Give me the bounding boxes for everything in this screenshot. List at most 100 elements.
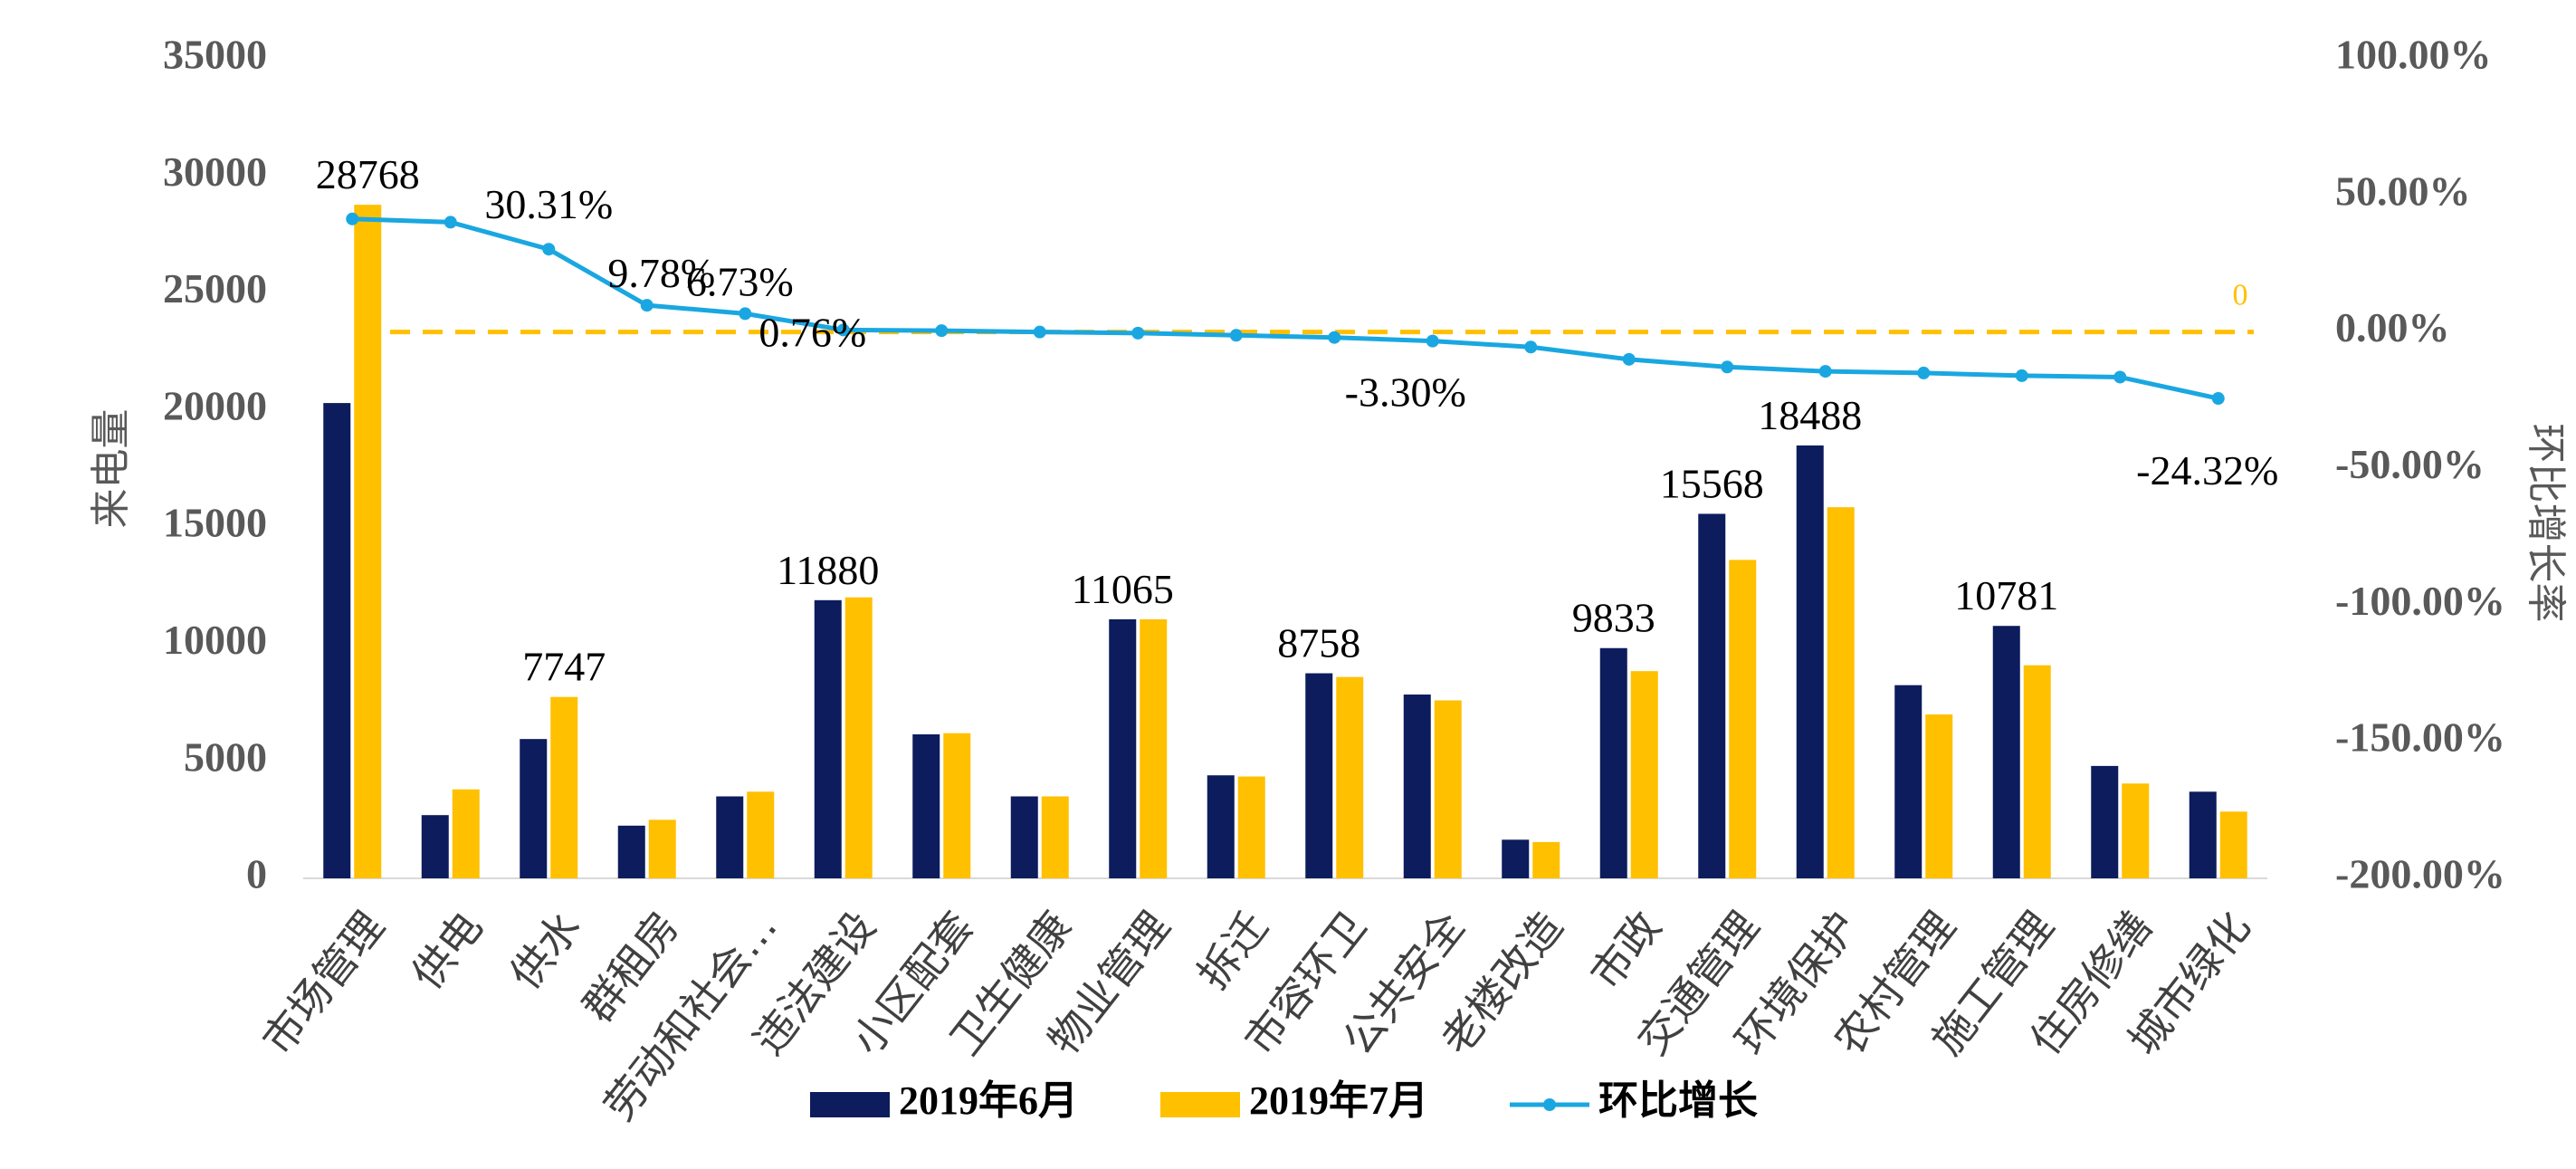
bar xyxy=(814,599,842,878)
category-label: 供水 xyxy=(501,903,590,999)
bar xyxy=(550,696,578,878)
bar xyxy=(1305,673,1333,878)
bar-value-label: 7747 xyxy=(522,644,606,690)
bar xyxy=(421,815,449,878)
bar xyxy=(844,597,873,878)
growth-point xyxy=(1131,326,1145,340)
bar-value-label: 10781 xyxy=(1954,572,2058,618)
legend-swatch xyxy=(1160,1092,1240,1117)
y-axis-title: 来电量 xyxy=(88,409,134,529)
category-label: 市场管理 xyxy=(253,903,394,1064)
bar xyxy=(1630,671,1658,878)
growth-point xyxy=(2113,370,2127,384)
bar xyxy=(617,825,645,878)
growth-point xyxy=(1917,366,1931,379)
y2-tick-label: 100.00% xyxy=(2335,32,2492,78)
reference-line: 0 xyxy=(358,279,2254,335)
y-tick-label: 0 xyxy=(246,851,267,897)
bar xyxy=(2023,665,2051,878)
bar xyxy=(354,205,382,878)
bar xyxy=(1502,839,1530,878)
bar xyxy=(2091,765,2119,878)
legend-label: 2019年6月 xyxy=(899,1078,1078,1123)
growth-point xyxy=(444,216,457,229)
bar xyxy=(1434,700,1462,878)
legend-swatch xyxy=(810,1092,890,1117)
bar xyxy=(2219,811,2247,878)
bar xyxy=(1207,775,1235,878)
bar xyxy=(452,789,480,878)
bar xyxy=(912,733,940,878)
y-tick-label: 25000 xyxy=(163,265,267,311)
y2-tick-label: 0.00% xyxy=(2335,304,2450,350)
bar-value-label: 9833 xyxy=(1572,595,1655,641)
bar-value-label: 11880 xyxy=(777,547,879,593)
y-tick-label: 30000 xyxy=(163,149,267,195)
y-tick-label: 10000 xyxy=(163,617,267,663)
growth-point xyxy=(1524,340,1538,354)
bar xyxy=(716,796,744,878)
growth-value-label: 30.31% xyxy=(484,181,613,227)
bar xyxy=(1041,796,1069,878)
bar xyxy=(1140,618,1168,878)
growth-point xyxy=(2015,369,2028,382)
legend-item: 环比增长 xyxy=(1510,1078,1758,1123)
bar xyxy=(1532,841,1560,878)
bar-value-label: 28768 xyxy=(316,151,420,197)
y-tick-label: 35000 xyxy=(163,32,267,78)
growth-line-path xyxy=(352,216,2219,401)
y2-axis-title: 环比增长率 xyxy=(2523,424,2569,623)
y-tick-label: 20000 xyxy=(163,382,267,428)
bars xyxy=(323,205,2247,879)
category-label: 拆迁 xyxy=(1188,903,1277,999)
growth-value-label: 9.78% xyxy=(607,250,715,296)
y2-tick-label: 50.00% xyxy=(2335,168,2471,214)
growth-point xyxy=(640,299,654,312)
growth-point xyxy=(1721,360,1734,374)
bar xyxy=(1599,647,1627,878)
y2-tick-label: -50.00% xyxy=(2335,441,2485,487)
legend-item: 2019年6月 xyxy=(810,1078,1078,1123)
bar xyxy=(1729,560,1757,878)
bar xyxy=(943,733,971,878)
bar-value-label: 11065 xyxy=(1072,566,1174,612)
growth-value-label: 0.76% xyxy=(758,309,866,355)
bar xyxy=(1109,618,1137,878)
growth-line xyxy=(346,212,2225,406)
bar xyxy=(1827,507,1855,878)
legend-swatch-marker xyxy=(1543,1098,1556,1111)
bar xyxy=(1992,626,2020,878)
bar-value-label: 8758 xyxy=(1277,620,1360,666)
bar xyxy=(747,791,775,878)
growth-value-label: 6.73% xyxy=(686,258,794,304)
axes: 0 5000 10000 15000 20000 25000 30000 35000 -200.… xyxy=(88,32,2569,1130)
bar xyxy=(1698,513,1726,878)
bar xyxy=(520,739,548,878)
legend-label: 2019年7月 xyxy=(1249,1078,1428,1123)
growth-point xyxy=(739,307,752,321)
bar xyxy=(1403,695,1431,878)
bar xyxy=(2189,791,2217,878)
legend-item: 2019年7月 xyxy=(1160,1078,1428,1123)
growth-point xyxy=(1426,334,1439,348)
bar xyxy=(1010,796,1038,878)
category-label: 供电 xyxy=(402,903,491,999)
data-labels: 28768 7747 11880 11065 8758 9833 15568 18488 107… xyxy=(316,151,2279,690)
growth-point xyxy=(1033,325,1046,339)
bar xyxy=(2122,783,2150,878)
bar-value-label: 18488 xyxy=(1758,392,1862,438)
growth-value-label: -3.30% xyxy=(1345,369,1466,416)
bar xyxy=(1925,714,1953,878)
growth-point xyxy=(346,212,359,225)
bar xyxy=(1796,445,1824,878)
reference-label: 0 xyxy=(2233,279,2248,312)
y2-tick-label: -100.00% xyxy=(2335,578,2505,624)
y2-tick-label: -200.00% xyxy=(2335,851,2505,897)
growth-point xyxy=(542,243,556,256)
bar xyxy=(648,819,676,878)
bar xyxy=(1894,685,1922,878)
growth-point xyxy=(1328,331,1341,344)
growth-point xyxy=(1622,352,1636,366)
y2-tick-label: -150.00% xyxy=(2335,714,2505,761)
